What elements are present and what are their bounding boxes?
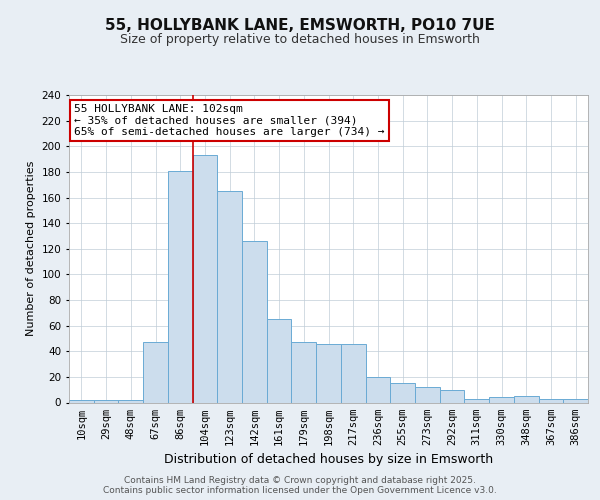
Bar [539, 398, 563, 402]
Bar [143, 342, 168, 402]
Bar [69, 400, 94, 402]
Bar [267, 319, 292, 402]
Bar [168, 170, 193, 402]
Bar [390, 384, 415, 402]
Bar [365, 377, 390, 402]
Bar [292, 342, 316, 402]
Bar [563, 398, 588, 402]
Bar [415, 387, 440, 402]
Bar [217, 191, 242, 402]
Bar [489, 398, 514, 402]
Bar [464, 398, 489, 402]
Text: Size of property relative to detached houses in Emsworth: Size of property relative to detached ho… [120, 32, 480, 46]
Text: Contains HM Land Registry data © Crown copyright and database right 2025.
Contai: Contains HM Land Registry data © Crown c… [103, 476, 497, 495]
Text: 55, HOLLYBANK LANE, EMSWORTH, PO10 7UE: 55, HOLLYBANK LANE, EMSWORTH, PO10 7UE [105, 18, 495, 32]
Bar [193, 155, 217, 402]
Bar [316, 344, 341, 402]
Bar [242, 241, 267, 402]
Bar [118, 400, 143, 402]
Bar [94, 400, 118, 402]
Bar [514, 396, 539, 402]
Y-axis label: Number of detached properties: Number of detached properties [26, 161, 36, 336]
Bar [440, 390, 464, 402]
Text: 55 HOLLYBANK LANE: 102sqm
← 35% of detached houses are smaller (394)
65% of semi: 55 HOLLYBANK LANE: 102sqm ← 35% of detac… [74, 104, 385, 138]
X-axis label: Distribution of detached houses by size in Emsworth: Distribution of detached houses by size … [164, 453, 493, 466]
Bar [341, 344, 365, 402]
